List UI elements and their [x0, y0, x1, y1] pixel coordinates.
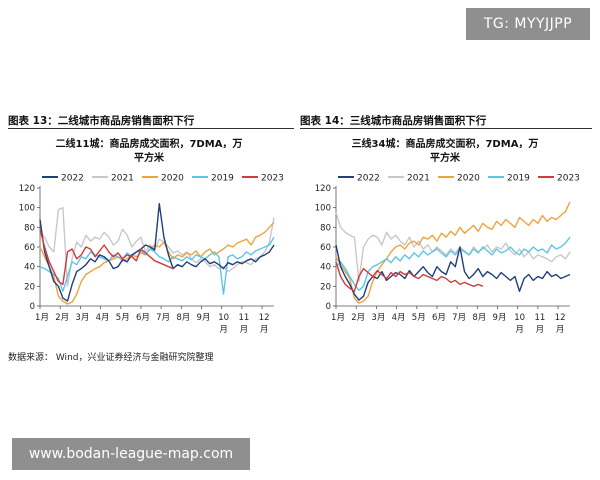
- y-tick-label: 100: [315, 204, 331, 214]
- legend: 2022 2021 2020 2019 2023: [42, 174, 284, 184]
- x-tick-label-line2: 月: [240, 325, 249, 335]
- legend-label-2019: 2019: [507, 174, 530, 184]
- legend-label-2022: 2022: [61, 174, 84, 184]
- x-tick-label-line2: 月: [536, 325, 545, 335]
- x-tick-label: 5月: [116, 313, 130, 323]
- x-tick-label: 10: [514, 313, 525, 323]
- legend-label-2021: 2021: [407, 174, 430, 184]
- x-tick-label: 5月: [412, 313, 426, 323]
- x-tick-label: 12: [259, 313, 270, 323]
- legend-label-2021: 2021: [111, 174, 134, 184]
- x-tick-label: 2月: [55, 313, 69, 323]
- y-tick-label: 40: [320, 263, 331, 273]
- x-tick-label: 7月: [452, 313, 466, 323]
- series-line-2019: [39, 236, 275, 295]
- series-line-2020: [39, 221, 275, 305]
- x-tick-label: 11: [534, 313, 545, 323]
- x-tick-label: 3月: [371, 313, 385, 323]
- x-tick-label: 2月: [351, 313, 365, 323]
- watermark-bottom: www.bodan-league-map.com: [12, 438, 250, 470]
- x-tick-label: 11: [238, 313, 249, 323]
- chart-title-left-line1: 二线11城：商品房成交面积，7DMA，万: [55, 139, 243, 150]
- x-tick-label: 7月: [156, 313, 170, 323]
- figure-13-rule: [8, 128, 294, 129]
- x-tick-label: 12: [555, 313, 566, 323]
- chart-left-svg: 2022 2021 2020 2019 2023 0 20 40 60 80 100 120 1月 2月 3…: [19, 174, 284, 336]
- source-note: 数据来源： Wind，兴业证券经济与金融研究院整理: [8, 353, 214, 363]
- x-tick-label: 4月: [392, 313, 406, 323]
- legend-label-2023: 2023: [557, 174, 580, 184]
- chart-title-left: 二线11城：商品房成交面积，7DMA，万 平方米: [4, 138, 294, 166]
- legend-label-2019: 2019: [211, 174, 234, 184]
- x-tick-label: 8月: [472, 313, 486, 323]
- series-line-2023: [335, 261, 484, 293]
- legend-label-2020: 2020: [457, 174, 480, 184]
- y-tick-label: 0: [326, 302, 331, 312]
- x-tick-label: 1月: [35, 313, 49, 323]
- x-tick-label: 4月: [96, 313, 110, 323]
- y-tick-label: 60: [24, 243, 35, 253]
- y-tick-label: 40: [24, 263, 35, 273]
- figure-14-rule: [300, 128, 592, 129]
- series-line-2021: [335, 212, 571, 283]
- y-tick-label: 20: [24, 282, 35, 292]
- y-tick-label: 0: [30, 302, 35, 312]
- chart-panel-right: 三线34城：商品房成交面积，7DMA，万 平方米 2022 2021 2020 201…: [300, 130, 590, 340]
- legend-label-2023: 2023: [261, 174, 284, 184]
- y-tick-label: 80: [320, 223, 331, 233]
- figure-14-label: 图表 14：三线城市商品房销售面积下行: [300, 115, 487, 127]
- y-tick-label: 80: [24, 223, 35, 233]
- figure-13-label: 图表 13：二线城市商品房销售面积下行: [8, 115, 195, 127]
- series-line-2019: [335, 236, 571, 292]
- x-tick-label: 6月: [432, 313, 446, 323]
- y-tick-label: 120: [19, 184, 35, 194]
- watermark-top: TG: MYYJJPP: [466, 8, 590, 40]
- chart-panel-left: 二线11城：商品房成交面积，7DMA，万 平方米 2022 2021 2020 201…: [4, 130, 294, 340]
- legend-label-2020: 2020: [161, 174, 184, 184]
- series-line-2022: [39, 202, 275, 302]
- legend: 2022 2021 2020 2019 2023: [338, 174, 580, 184]
- chart-title-right-line1: 三线34城：商品房成交面积，7DMA，万: [351, 139, 539, 150]
- x-tick-label: 9月: [493, 313, 507, 323]
- legend-label-2022: 2022: [357, 174, 380, 184]
- series-line-2021: [39, 206, 275, 288]
- series-line-2022: [335, 244, 571, 301]
- x-tick-label-line2: 月: [260, 325, 269, 335]
- x-tick-label-line2: 月: [515, 325, 524, 335]
- x-tick-label: 3月: [75, 313, 89, 323]
- x-tick-label: 9月: [197, 313, 211, 323]
- series-line-2023: [39, 229, 174, 286]
- chart-title-right: 三线34城：商品房成交面积，7DMA，万 平方米: [300, 138, 590, 166]
- chart-title-right-line2: 平方米: [430, 153, 460, 164]
- y-tick-label: 20: [320, 282, 331, 292]
- y-tick-label: 100: [19, 204, 35, 214]
- x-tick-label: 1月: [331, 313, 345, 323]
- x-tick-label-line2: 月: [556, 325, 565, 335]
- chart-right-svg: 2022 2021 2020 2019 2023 0 20 40 60 80 100 120 1月 2月 3…: [315, 174, 580, 336]
- x-tick-label: 10: [218, 313, 229, 323]
- x-tick-label: 8月: [176, 313, 190, 323]
- series-line-2020: [335, 201, 571, 304]
- x-tick-label-line2: 月: [219, 325, 228, 335]
- y-tick-label: 120: [315, 184, 331, 194]
- y-tick-label: 60: [320, 243, 331, 253]
- chart-title-left-line2: 平方米: [134, 153, 164, 164]
- x-tick-label: 6月: [136, 313, 150, 323]
